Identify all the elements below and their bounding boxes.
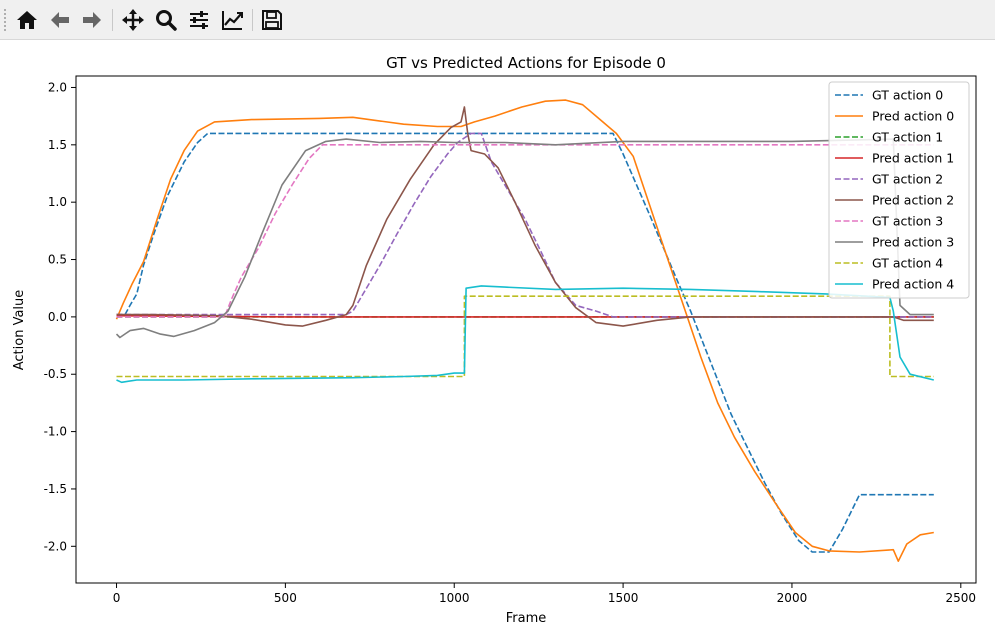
x-axis-label: Frame: [506, 611, 547, 626]
axes-frame: [75, 75, 977, 584]
configure-subplots-icon: [190, 11, 208, 29]
back-button[interactable]: [45, 5, 75, 35]
zoom-button[interactable]: [151, 5, 181, 35]
chart-title: GT vs Predicted Actions for Episode 0: [386, 54, 666, 72]
series-line-pred-action-0: [115, 99, 934, 562]
forward-arrow-icon: [83, 12, 101, 28]
save-button[interactable]: [257, 5, 287, 35]
pan-icon: [122, 9, 144, 31]
legend-entry: Pred action 2: [872, 193, 954, 208]
legend-entry: GT action 3: [872, 214, 943, 229]
y-tick-label: 1.5: [48, 138, 67, 152]
legend-entry: Pred action 0: [872, 109, 954, 124]
edit-axis-button[interactable]: [217, 5, 247, 35]
x-tick-label: 2500: [946, 591, 977, 605]
forward-button[interactable]: [77, 5, 107, 35]
legend-entry: GT action 2: [872, 172, 943, 187]
legend-box: [828, 81, 970, 299]
y-tick-label: 2.0: [48, 80, 67, 94]
legend-entry: Pred action 4: [872, 277, 954, 292]
legend-entry: Pred action 3: [872, 235, 954, 250]
axis-ticks: 0 500 1000 1500 2000 2500 -2.0 -1.5 -1.0 -0.5 0.0 0…: [44, 80, 976, 605]
y-tick-label: -1.0: [44, 425, 67, 439]
zoom-icon: [156, 10, 177, 31]
series-line-gt-action-2: [116, 132, 934, 318]
y-tick-label: 0.5: [48, 253, 67, 267]
x-tick-label: 500: [274, 591, 297, 605]
y-tick-label: 1.0: [48, 195, 67, 209]
y-axis-label: Action Value: [12, 290, 27, 371]
x-tick-label: 1500: [608, 591, 639, 605]
y-tick-label: -1.5: [44, 482, 67, 496]
y-tick-label: -0.5: [44, 367, 67, 381]
legend: GT action 0 Pred action 0 GT action 1 Pred …: [828, 81, 970, 299]
save-icon: [262, 10, 282, 30]
pan-button[interactable]: [118, 5, 148, 35]
edit-axis-icon: [222, 11, 243, 30]
toolbar-separator: [252, 9, 253, 31]
x-tick-label: 1000: [439, 591, 470, 605]
series-line-pred-action-2: [116, 106, 934, 327]
toolbar-separator: [112, 9, 113, 31]
x-tick-label: 0: [113, 591, 121, 605]
legend-entry: Pred action 1: [872, 151, 954, 166]
legend-entry: GT action 0: [872, 88, 943, 103]
series-line-pred-action-4: [116, 285, 934, 384]
toolbar-grip[interactable]: [3, 8, 7, 32]
legend-entry: GT action 4: [872, 256, 943, 271]
y-tick-label: -2.0: [44, 539, 67, 553]
series-line-gt-action-4: [116, 295, 934, 378]
home-icon: [17, 11, 37, 29]
configure-subplots-button[interactable]: [184, 5, 214, 35]
series-line-pred-action-3: [115, 138, 934, 339]
series-lines: [115, 99, 934, 562]
home-button[interactable]: [12, 5, 42, 35]
x-tick-label: 2000: [777, 591, 808, 605]
series-line-gt-action-3: [116, 144, 934, 318]
matplotlib-toolbar: [0, 0, 995, 40]
y-tick-label: 0.0: [48, 310, 67, 324]
legend-entry: GT action 1: [872, 130, 943, 145]
series-line-gt-action-0: [116, 132, 934, 553]
back-arrow-icon: [51, 12, 69, 28]
line-chart: GT vs Predicted Actions for Episode 0 0 5…: [12, 54, 977, 626]
